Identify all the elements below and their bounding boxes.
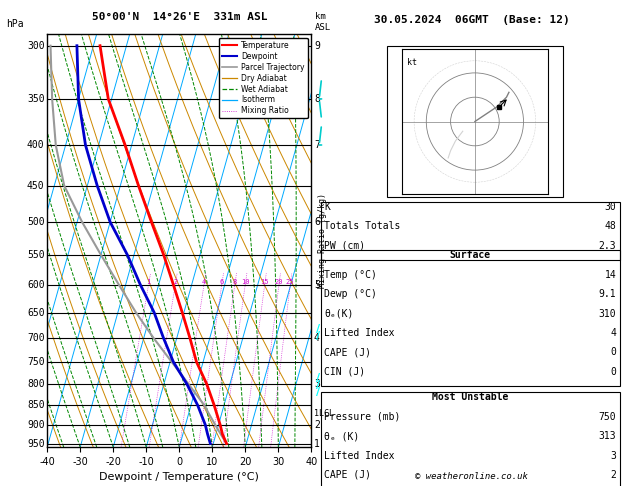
Text: 8: 8 xyxy=(314,94,320,104)
Text: Lifted Index: Lifted Index xyxy=(324,328,394,338)
Text: kt: kt xyxy=(407,58,417,68)
Text: 350: 350 xyxy=(27,94,45,104)
Text: 50°00'N  14°26'E  331m ASL: 50°00'N 14°26'E 331m ASL xyxy=(91,12,267,22)
Text: 5: 5 xyxy=(314,280,320,290)
Text: 1: 1 xyxy=(314,438,320,449)
Text: 48: 48 xyxy=(604,221,616,231)
Text: 850: 850 xyxy=(27,400,45,410)
Text: 300: 300 xyxy=(27,41,45,51)
Text: 20: 20 xyxy=(275,279,283,285)
Text: CIN (J): CIN (J) xyxy=(324,367,365,377)
Text: CAPE (J): CAPE (J) xyxy=(324,470,371,480)
Text: 4: 4 xyxy=(202,279,206,285)
Text: 500: 500 xyxy=(27,217,45,227)
Text: 2.3: 2.3 xyxy=(599,241,616,251)
Text: 4: 4 xyxy=(611,328,616,338)
Text: PW (cm): PW (cm) xyxy=(324,241,365,251)
Text: 1: 1 xyxy=(147,279,150,285)
Text: 2: 2 xyxy=(611,470,616,480)
Text: 3: 3 xyxy=(611,451,616,461)
Text: Surface: Surface xyxy=(450,250,491,260)
Text: 900: 900 xyxy=(27,420,45,430)
Legend: Temperature, Dewpoint, Parcel Trajectory, Dry Adiabat, Wet Adiabat, Isotherm, Mi: Temperature, Dewpoint, Parcel Trajectory… xyxy=(219,38,308,119)
Text: 14: 14 xyxy=(604,270,616,280)
Text: Mixing Ratio (g/kg): Mixing Ratio (g/kg) xyxy=(318,193,328,288)
Text: 750: 750 xyxy=(599,412,616,422)
Text: 2: 2 xyxy=(173,279,177,285)
X-axis label: Dewpoint / Temperature (°C): Dewpoint / Temperature (°C) xyxy=(99,472,259,483)
Text: 1LCL: 1LCL xyxy=(314,409,334,417)
Text: 6: 6 xyxy=(220,279,224,285)
Text: 650: 650 xyxy=(27,308,45,317)
Text: 9: 9 xyxy=(314,41,320,51)
Text: 550: 550 xyxy=(27,250,45,260)
Text: 950: 950 xyxy=(27,438,45,449)
Text: 0: 0 xyxy=(611,367,616,377)
Text: Temp (°C): Temp (°C) xyxy=(324,270,377,280)
Text: Dewp (°C): Dewp (°C) xyxy=(324,289,377,299)
Text: 450: 450 xyxy=(27,181,45,191)
Text: hPa: hPa xyxy=(6,19,24,29)
Text: 15: 15 xyxy=(260,279,269,285)
Text: Most Unstable: Most Unstable xyxy=(432,392,508,402)
Text: 3: 3 xyxy=(314,379,320,389)
Text: Lifted Index: Lifted Index xyxy=(324,451,394,461)
Text: /: / xyxy=(316,331,320,341)
Text: © weatheronline.co.uk: © weatheronline.co.uk xyxy=(415,472,528,481)
Text: θₑ (K): θₑ (K) xyxy=(324,431,359,441)
Text: /: / xyxy=(316,380,320,390)
Text: /: / xyxy=(316,387,320,397)
Text: 30: 30 xyxy=(604,202,616,212)
Text: θₑ(K): θₑ(K) xyxy=(324,309,353,319)
Text: 7: 7 xyxy=(314,140,320,150)
Text: 0: 0 xyxy=(611,347,616,358)
Text: 310: 310 xyxy=(599,309,616,319)
Text: 10: 10 xyxy=(241,279,249,285)
Text: 25: 25 xyxy=(286,279,294,285)
Text: 800: 800 xyxy=(27,379,45,389)
Text: 4: 4 xyxy=(314,333,320,343)
Text: CAPE (J): CAPE (J) xyxy=(324,347,371,358)
Text: K: K xyxy=(324,202,330,212)
Text: Pressure (mb): Pressure (mb) xyxy=(324,412,400,422)
Text: Totals Totals: Totals Totals xyxy=(324,221,400,231)
Text: 6: 6 xyxy=(314,217,320,227)
Text: 400: 400 xyxy=(27,140,45,150)
Text: 313: 313 xyxy=(599,431,616,441)
Text: 2: 2 xyxy=(314,420,320,430)
Text: 700: 700 xyxy=(27,333,45,343)
Text: km
ASL: km ASL xyxy=(314,12,331,32)
Text: 8: 8 xyxy=(233,279,237,285)
Text: 9.1: 9.1 xyxy=(599,289,616,299)
Text: /: / xyxy=(316,324,320,334)
Text: /: / xyxy=(316,373,320,382)
Text: 750: 750 xyxy=(27,357,45,367)
Text: 30.05.2024  06GMT  (Base: 12): 30.05.2024 06GMT (Base: 12) xyxy=(374,15,570,25)
Text: 600: 600 xyxy=(27,280,45,290)
